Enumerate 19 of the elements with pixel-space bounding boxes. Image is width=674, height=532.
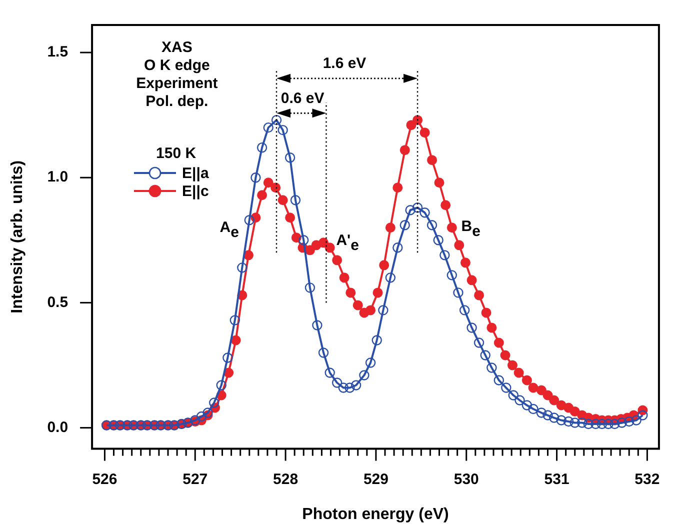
x-tick-label: 529 [363, 470, 388, 488]
y-tick-label: 1.5 [47, 44, 68, 61]
x-tick-label: 526 [92, 470, 118, 488]
y-axis-title: Intensity (arb. units) [9, 160, 26, 314]
x-tick-label: 530 [454, 470, 479, 488]
legend-label: E||a [182, 164, 209, 182]
x-tick-label: 527 [182, 470, 208, 488]
y-tick-label: 1.0 [47, 168, 68, 186]
x-tick-label: 528 [273, 470, 298, 488]
x-tick-label: 531 [544, 470, 570, 488]
x-tick-label: 532 [634, 470, 660, 488]
annotation: 1.6 eV [322, 55, 366, 74]
x-axis-title: Photon energy (eV) [302, 506, 449, 523]
y-tick-label: 0.5 [47, 294, 68, 311]
annotation: XAS O K edge Experiment Pol. dep. [136, 39, 218, 112]
legend-label: E||c [182, 182, 209, 200]
legend-title: 150 K [156, 145, 198, 162]
y-tick-label: 0.0 [47, 418, 68, 436]
annotation: 0.6 eV [280, 90, 324, 108]
